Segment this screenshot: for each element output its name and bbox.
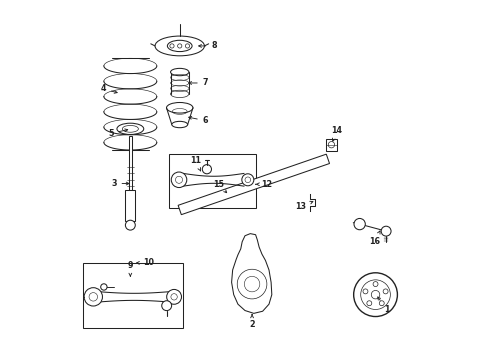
Ellipse shape [155,36,204,56]
Circle shape [354,273,397,316]
Circle shape [84,288,102,306]
Circle shape [381,226,391,236]
Text: 12: 12 [256,180,272,189]
Bar [83,263,183,328]
Text: 7: 7 [189,78,208,87]
Circle shape [101,284,107,290]
Ellipse shape [168,40,192,51]
Text: 10: 10 [137,258,154,267]
Polygon shape [232,234,272,313]
Ellipse shape [171,68,189,76]
Circle shape [242,174,254,186]
Text: 8: 8 [198,41,217,50]
Circle shape [172,172,187,188]
Ellipse shape [172,121,188,128]
Circle shape [162,301,172,311]
Text: 5: 5 [108,129,128,138]
Text: 14: 14 [331,126,342,141]
Text: 3: 3 [111,179,129,188]
Text: 9: 9 [127,261,133,276]
Circle shape [202,165,212,174]
Text: 15: 15 [213,180,227,193]
Text: 11: 11 [190,157,201,171]
Circle shape [354,219,366,230]
Text: 13: 13 [295,201,313,211]
Text: 6: 6 [189,116,208,125]
Ellipse shape [117,123,144,135]
Circle shape [125,220,135,230]
Bar [128,136,132,190]
Text: 1: 1 [378,297,390,314]
Bar [169,153,256,208]
Text: 2: 2 [249,315,255,329]
Text: 16: 16 [369,231,380,246]
Text: 4: 4 [100,85,117,94]
Bar [326,139,337,151]
Bar [125,190,135,221]
Polygon shape [178,154,329,215]
Circle shape [167,289,181,304]
Ellipse shape [167,103,193,113]
